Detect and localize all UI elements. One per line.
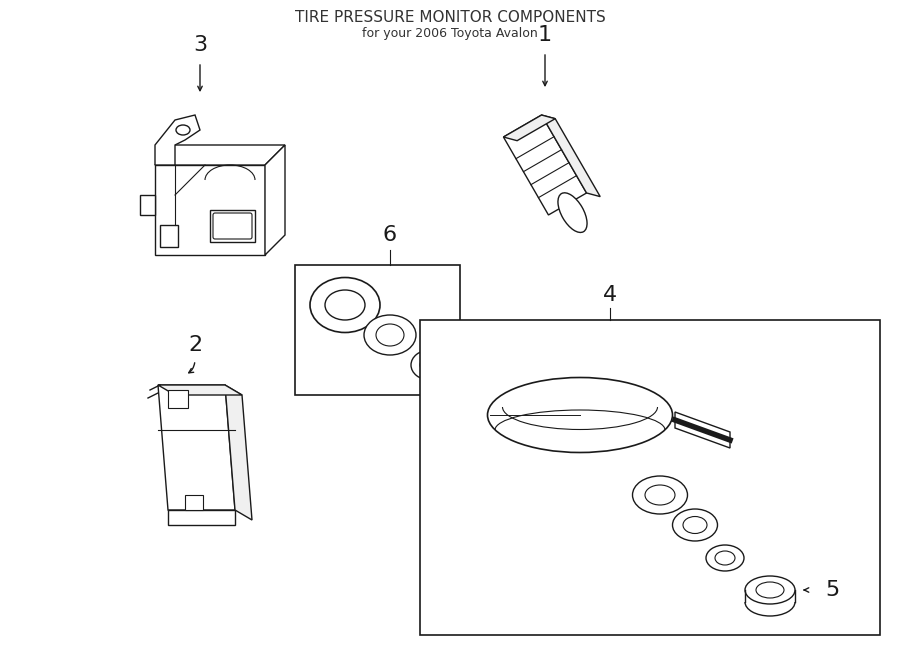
Polygon shape (542, 115, 600, 196)
Ellipse shape (325, 290, 365, 320)
Ellipse shape (715, 551, 735, 565)
Ellipse shape (633, 476, 688, 514)
Text: TIRE PRESSURE MONITOR COMPONENTS: TIRE PRESSURE MONITOR COMPONENTS (294, 10, 606, 25)
Ellipse shape (558, 193, 587, 233)
Text: for your 2006 Toyota Avalon: for your 2006 Toyota Avalon (362, 27, 538, 40)
Text: 6: 6 (382, 225, 397, 245)
Ellipse shape (706, 545, 744, 571)
Text: 4: 4 (603, 285, 617, 305)
Polygon shape (225, 385, 252, 520)
Ellipse shape (756, 582, 784, 598)
FancyBboxPatch shape (213, 213, 252, 239)
Bar (295, 265, 460, 395)
Polygon shape (155, 145, 285, 165)
Ellipse shape (176, 125, 190, 135)
Text: 5: 5 (825, 580, 839, 600)
Ellipse shape (411, 350, 449, 380)
Polygon shape (158, 385, 242, 395)
Ellipse shape (745, 576, 795, 604)
Polygon shape (503, 115, 587, 215)
Ellipse shape (488, 377, 672, 453)
Ellipse shape (364, 315, 416, 355)
Bar (160, 225, 178, 247)
Ellipse shape (683, 516, 707, 533)
Ellipse shape (672, 509, 717, 541)
Text: 3: 3 (193, 35, 207, 55)
FancyBboxPatch shape (210, 210, 255, 242)
Ellipse shape (420, 357, 440, 373)
Bar (168, 390, 188, 408)
Ellipse shape (376, 324, 404, 346)
Polygon shape (168, 510, 235, 525)
Polygon shape (503, 115, 555, 141)
Text: 2: 2 (188, 335, 202, 355)
Text: 1: 1 (538, 25, 552, 45)
Polygon shape (155, 165, 265, 255)
Polygon shape (155, 115, 200, 165)
Ellipse shape (645, 485, 675, 505)
Bar (185, 495, 203, 510)
Polygon shape (158, 385, 235, 510)
Bar (420, 320, 880, 635)
Polygon shape (265, 145, 285, 255)
Ellipse shape (310, 278, 380, 332)
Polygon shape (140, 195, 155, 215)
Polygon shape (675, 412, 730, 448)
